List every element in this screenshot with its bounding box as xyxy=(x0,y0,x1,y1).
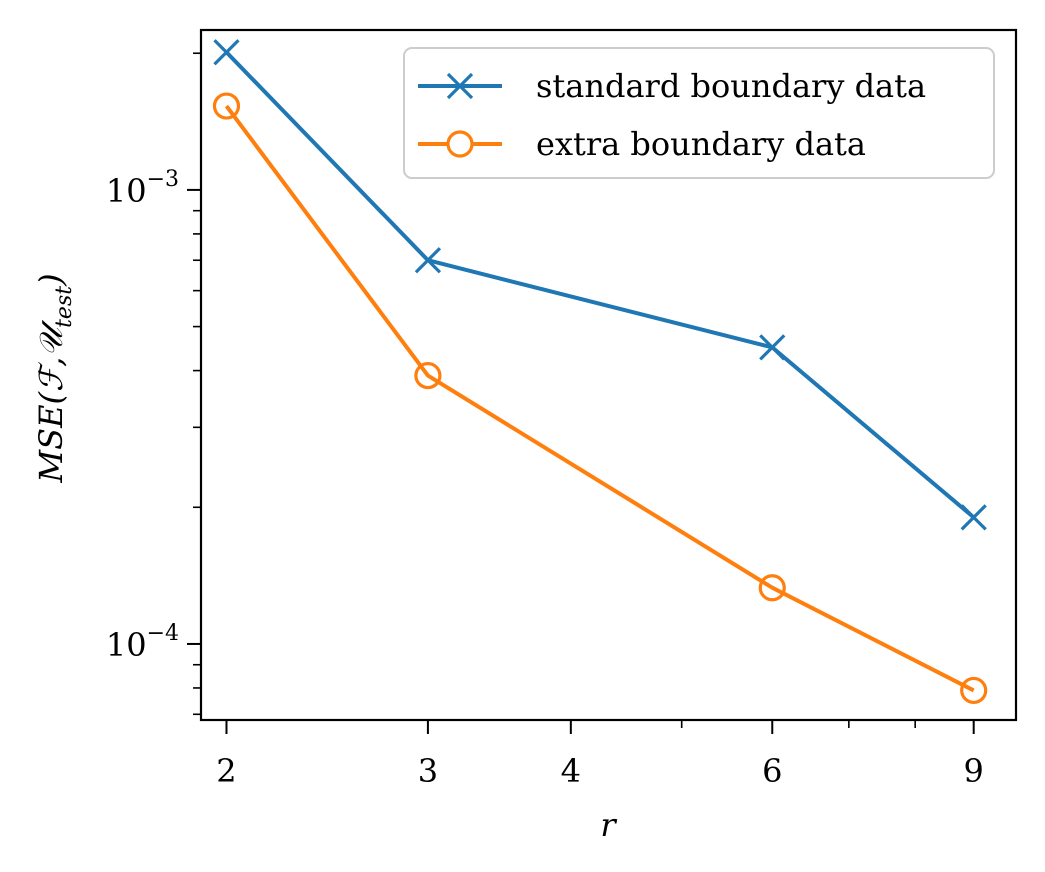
y-tick-label-exponent: −4 xyxy=(147,621,179,646)
y-tick-label-base: 10 xyxy=(106,626,147,664)
data-point-circle-marker xyxy=(758,574,786,602)
plot-frame xyxy=(199,28,1018,722)
series-layer xyxy=(212,39,988,705)
data-point-circle-marker xyxy=(212,92,241,120)
data-point-circle-marker xyxy=(414,361,442,390)
legend-label: standard boundary data xyxy=(536,67,926,105)
x-tick-label: 9 xyxy=(964,752,984,790)
x-tick-label: 4 xyxy=(561,752,581,790)
data-point-x-marker xyxy=(960,504,987,531)
data-point-x-marker xyxy=(759,334,786,361)
tick-layer: 2 3 4 6 910−310−4 xyxy=(106,52,984,790)
legend-box xyxy=(403,47,995,179)
x-tick-label: 6 xyxy=(762,752,782,790)
data-point-x-marker xyxy=(414,247,442,274)
y-axis-label: MSE(ℱ,𝒰test) xyxy=(32,273,77,483)
x-tick-label: 2 xyxy=(216,752,236,790)
y-tick-label-base: 10 xyxy=(106,172,147,210)
y-axis-label-main: MSE(ℱ,𝒰 xyxy=(32,319,70,484)
x-axis-label: r xyxy=(600,806,617,844)
series-line-2 xyxy=(224,104,975,693)
legend-marker xyxy=(446,72,474,100)
data-point-circle-marker xyxy=(960,676,988,705)
y-axis-label-close: ) xyxy=(32,273,70,286)
y-tick-label: 10−4 xyxy=(106,621,179,664)
y-tick-label-exponent: −3 xyxy=(147,167,179,192)
series-line-1 xyxy=(225,50,975,519)
x-tick-label: 3 xyxy=(418,752,438,790)
data-point-x-marker xyxy=(213,39,240,66)
y-tick-label: 10−3 xyxy=(106,167,179,210)
legend-label: extra boundary data xyxy=(536,125,866,163)
legend: standard boundary data extra boundary dat… xyxy=(403,47,995,179)
y-axis-label-subscript: test xyxy=(52,286,77,328)
legend-marker xyxy=(446,130,474,158)
